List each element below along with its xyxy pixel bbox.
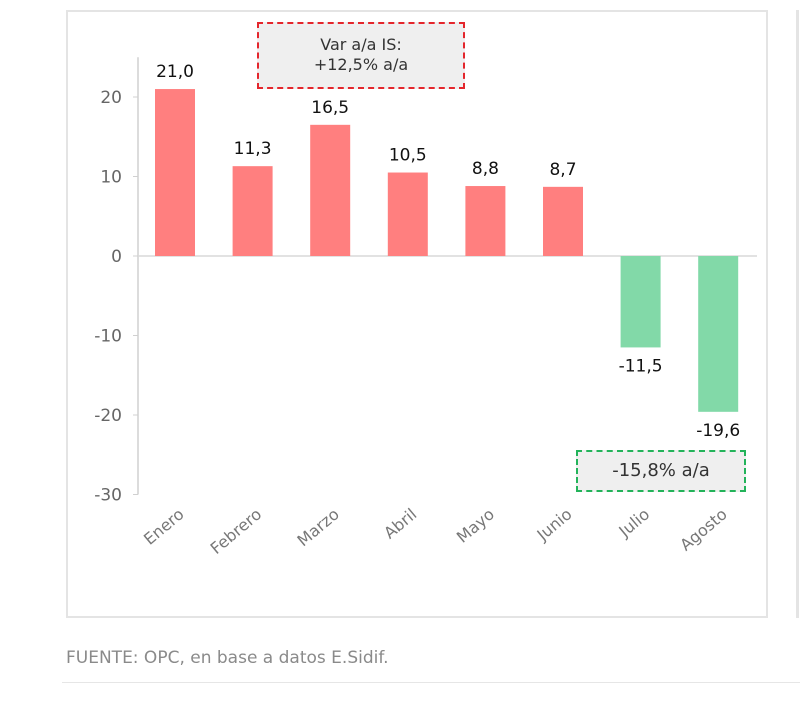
y-tick-label: 0: [111, 247, 122, 267]
y-tick-label: -30: [94, 486, 122, 506]
x-tick-label: Junio: [533, 505, 576, 545]
y-tick-label: 20: [100, 88, 122, 108]
annotation-total: Var a/a IS: +12,5% a/a: [257, 22, 465, 89]
data-label: 8,8: [472, 159, 499, 179]
annotation-line2: +12,5% a/a: [313, 55, 409, 74]
bar-enero: [155, 89, 195, 256]
data-label: 21,0: [156, 62, 194, 82]
chart-frame: [66, 10, 768, 618]
data-label: 16,5: [311, 98, 349, 118]
data-label: 11,3: [234, 139, 272, 159]
bar-febrero: [232, 166, 273, 256]
bar-abril: [387, 172, 428, 256]
adjacent-panel-edge: [796, 10, 799, 618]
y-tick-label: -10: [94, 327, 122, 347]
x-tick-label: Febrero: [207, 505, 265, 558]
y-tick-label: -20: [94, 406, 122, 426]
bar-marzo: [310, 124, 351, 256]
x-tick-label: Abril: [380, 505, 420, 543]
x-tick-label: Enero: [140, 505, 188, 549]
x-tick-label: Agosto: [676, 505, 731, 555]
x-tick-label: Mayo: [453, 505, 498, 547]
data-label: 10,5: [389, 146, 427, 166]
bar-junio: [543, 186, 583, 256]
annotation-july-august: -15,8% a/a: [576, 450, 746, 492]
divider: [62, 682, 800, 683]
data-label: -11,5: [619, 356, 663, 376]
x-tick-label: Julio: [614, 505, 653, 542]
data-label: 8,7: [549, 160, 576, 180]
source-note: FUENTE: OPC, en base a datos E.Sidif.: [66, 648, 389, 668]
x-tick-label: Marzo: [294, 505, 343, 551]
y-tick-label: 10: [100, 168, 122, 188]
bar-mayo: [465, 186, 506, 256]
bar-julio: [620, 256, 661, 348]
bar-agosto: [698, 256, 739, 412]
data-label: -19,6: [696, 421, 740, 441]
annotation-line1: Var a/a IS:: [320, 35, 402, 54]
